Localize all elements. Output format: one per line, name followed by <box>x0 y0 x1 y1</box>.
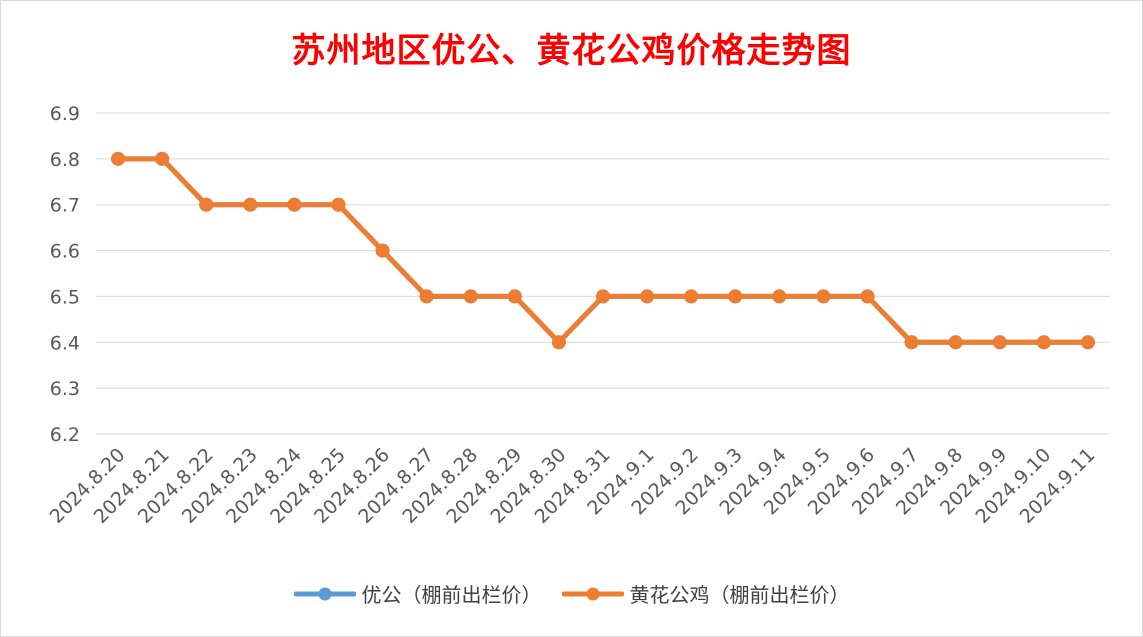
data-point-series-1 <box>684 289 699 304</box>
data-point-series-1 <box>860 289 875 304</box>
data-point-series-1 <box>992 335 1007 350</box>
data-point-series-1 <box>640 289 655 304</box>
legend-item-1: 黄花公鸡（棚前出栏价） <box>561 579 850 608</box>
legend-swatch <box>561 587 624 600</box>
y-tick-label: 6.6 <box>50 241 80 263</box>
y-tick-label: 6.7 <box>50 195 80 217</box>
chart-legend: 优公（棚前出栏价） 黄花公鸡（棚前出栏价） <box>1 579 1142 608</box>
legend-label: 黄花公鸡（棚前出栏价） <box>629 583 850 607</box>
data-point-series-1 <box>155 151 170 166</box>
y-tick-label: 6.5 <box>50 286 80 308</box>
data-point-series-1 <box>772 289 787 304</box>
y-tick-label: 6.4 <box>50 332 80 354</box>
y-tick-label: 6.8 <box>50 149 80 171</box>
chart-title: 苏州地区优公、黄花公鸡价格走势图 <box>291 31 852 71</box>
data-point-series-1 <box>596 289 610 304</box>
data-point-series-1 <box>199 197 214 212</box>
data-point-series-1 <box>551 335 566 350</box>
y-tick-label: 6.3 <box>50 378 80 400</box>
data-point-series-1 <box>287 197 302 212</box>
data-point-series-1 <box>1080 335 1095 350</box>
data-point-series-1 <box>816 289 831 304</box>
data-point-series-1 <box>463 289 478 304</box>
data-point-series-1 <box>419 289 434 304</box>
data-point-series-1 <box>1036 335 1051 350</box>
data-point-series-1 <box>728 289 743 304</box>
y-tick-label: 6.9 <box>50 103 80 125</box>
legend-item-0: 优公（棚前出栏价） <box>293 579 542 608</box>
y-tick-label: 6.2 <box>50 424 80 446</box>
data-point-series-1 <box>904 335 919 350</box>
data-point-series-1 <box>111 151 126 166</box>
data-point-series-1 <box>507 289 522 304</box>
legend-label: 优公（棚前出栏价） <box>361 583 542 607</box>
legend-swatch <box>293 587 356 600</box>
data-point-series-1 <box>948 335 963 350</box>
data-point-series-1 <box>331 197 346 212</box>
data-point-series-1 <box>243 197 258 212</box>
data-point-series-1 <box>375 243 390 258</box>
